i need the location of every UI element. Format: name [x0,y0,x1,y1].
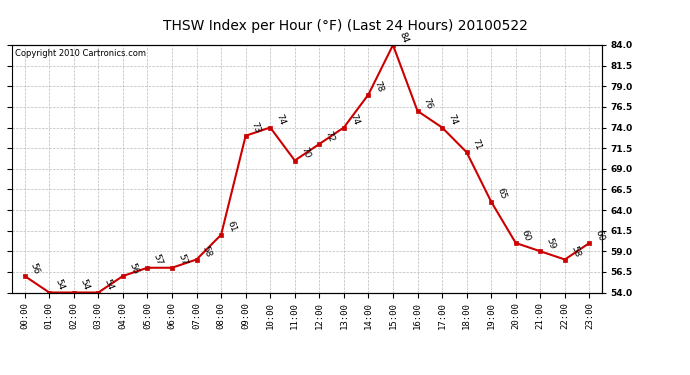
Text: 58: 58 [569,245,582,259]
Text: 57: 57 [176,253,188,267]
Text: 54: 54 [78,278,90,292]
Text: Copyright 2010 Cartronics.com: Copyright 2010 Cartronics.com [15,49,146,58]
Text: 54: 54 [53,278,66,292]
Text: 73: 73 [250,121,262,135]
Text: 74: 74 [348,113,360,127]
Text: 76: 76 [422,96,434,110]
Text: 61: 61 [225,220,237,234]
Text: 60: 60 [520,228,532,242]
Text: 74: 74 [446,113,459,127]
Text: 58: 58 [201,245,213,259]
Text: 78: 78 [373,80,385,94]
Text: 84: 84 [397,30,409,44]
Text: 57: 57 [152,253,164,267]
Text: 74: 74 [275,113,287,127]
Text: THSW Index per Hour (°F) (Last 24 Hours) 20100522: THSW Index per Hour (°F) (Last 24 Hours)… [163,19,527,33]
Text: 56: 56 [29,261,41,275]
Text: 54: 54 [103,278,115,292]
Text: 72: 72 [324,129,336,143]
Text: 56: 56 [127,261,139,275]
Text: 70: 70 [299,146,311,160]
Text: 65: 65 [495,187,508,201]
Text: 60: 60 [593,228,606,242]
Text: 71: 71 [471,138,483,152]
Text: 59: 59 [544,237,557,250]
